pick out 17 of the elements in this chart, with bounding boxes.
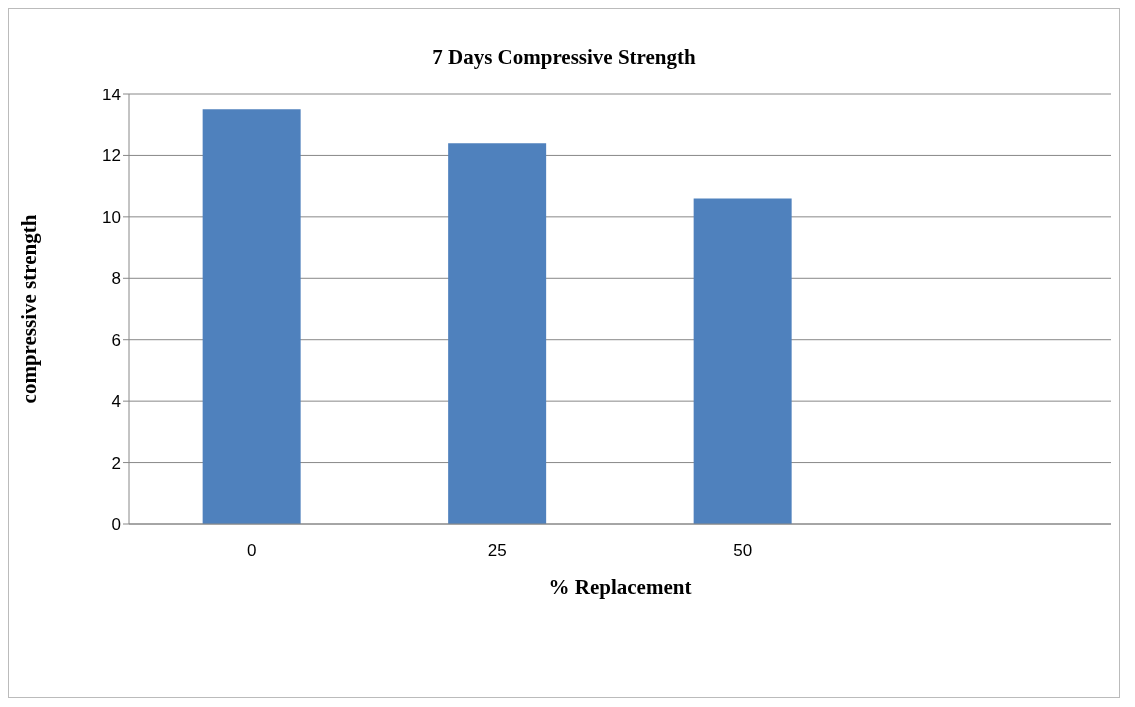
bar [693,198,792,524]
y-tick-label: 12 [102,146,121,166]
y-tick-label: 6 [111,330,121,350]
bar [202,109,301,524]
y-axis-title: compressive strength [17,214,42,404]
y-tick-label: 14 [102,85,121,105]
y-tick-label: 8 [111,269,121,289]
bar [448,143,547,524]
x-axis-title: % Replacement [548,575,692,599]
chart-title: 7 Days Compressive Strength [431,45,697,70]
y-tick-label: 2 [111,453,121,473]
x-tick-label: 25 [487,541,507,561]
x-tick-label: 0 [247,541,257,561]
x-tick-label: 50 [733,541,753,561]
y-tick-label: 4 [111,392,121,412]
y-tick-label: 10 [102,207,121,227]
y-tick-label: 0 [111,515,121,535]
